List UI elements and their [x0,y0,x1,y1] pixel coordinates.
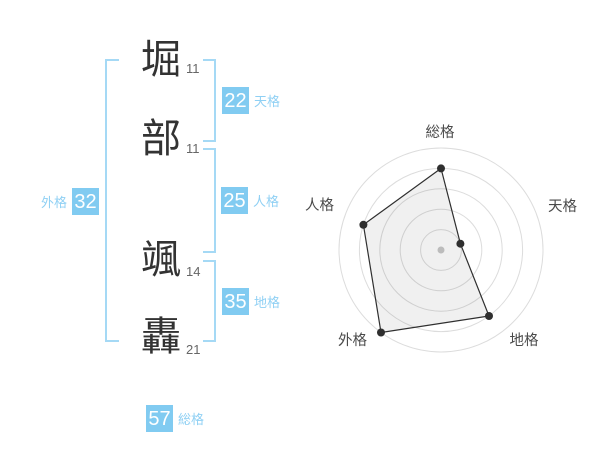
gaikaku-bracket [105,59,119,342]
radar-axis-label-jinkaku: 人格 [305,197,334,214]
soukaku-group: 57 総格 [146,405,204,432]
gaikaku-label: 外格 [41,195,68,210]
name-char-3: 颯 [141,238,181,282]
jinkaku-value-badge: 25 [221,187,248,214]
stroke-count-4: 21 [186,342,201,357]
name-char-2: 部 [141,117,181,161]
stroke-count-2: 11 [186,141,200,156]
stroke-count-3: 14 [186,264,201,279]
tenkaku-value-badge: 22 [222,87,249,114]
gaikaku-group: 外格 32 [41,188,100,215]
soukaku-value-badge: 57 [146,405,173,432]
chikaku-bracket [203,260,216,342]
radar-axis-label-chikaku: 地格 [510,332,539,349]
radar-chart: 総格 天格 地格 外格 人格 [305,124,577,353]
radar-grid [338,147,544,353]
gaikaku-value-badge: 32 [72,188,100,215]
soukaku-label: 総格 [178,412,205,427]
tenkaku-group: 22 天格 [222,87,280,114]
stroke-count-1: 11 [186,61,200,76]
jinkaku-label: 人格 [253,194,280,209]
chikaku-label: 地格 [254,295,281,310]
tenkaku-bracket [203,59,216,142]
tenkaku-label: 天格 [254,94,281,109]
name-char-1: 堀 [141,38,181,82]
jinkaku-bracket [203,148,216,253]
radar-polygon [359,164,493,337]
chikaku-value-badge: 35 [222,288,249,315]
chikaku-group: 35 地格 [222,288,280,315]
radar-axis-label-tenkaku: 天格 [548,198,577,215]
jinkaku-group: 25 人格 [221,187,279,214]
name-char-4: 轟 [141,315,181,359]
radar-axis-label-soukaku: 総格 [426,124,455,141]
radar-axis-label-gaikaku: 外格 [338,332,367,349]
